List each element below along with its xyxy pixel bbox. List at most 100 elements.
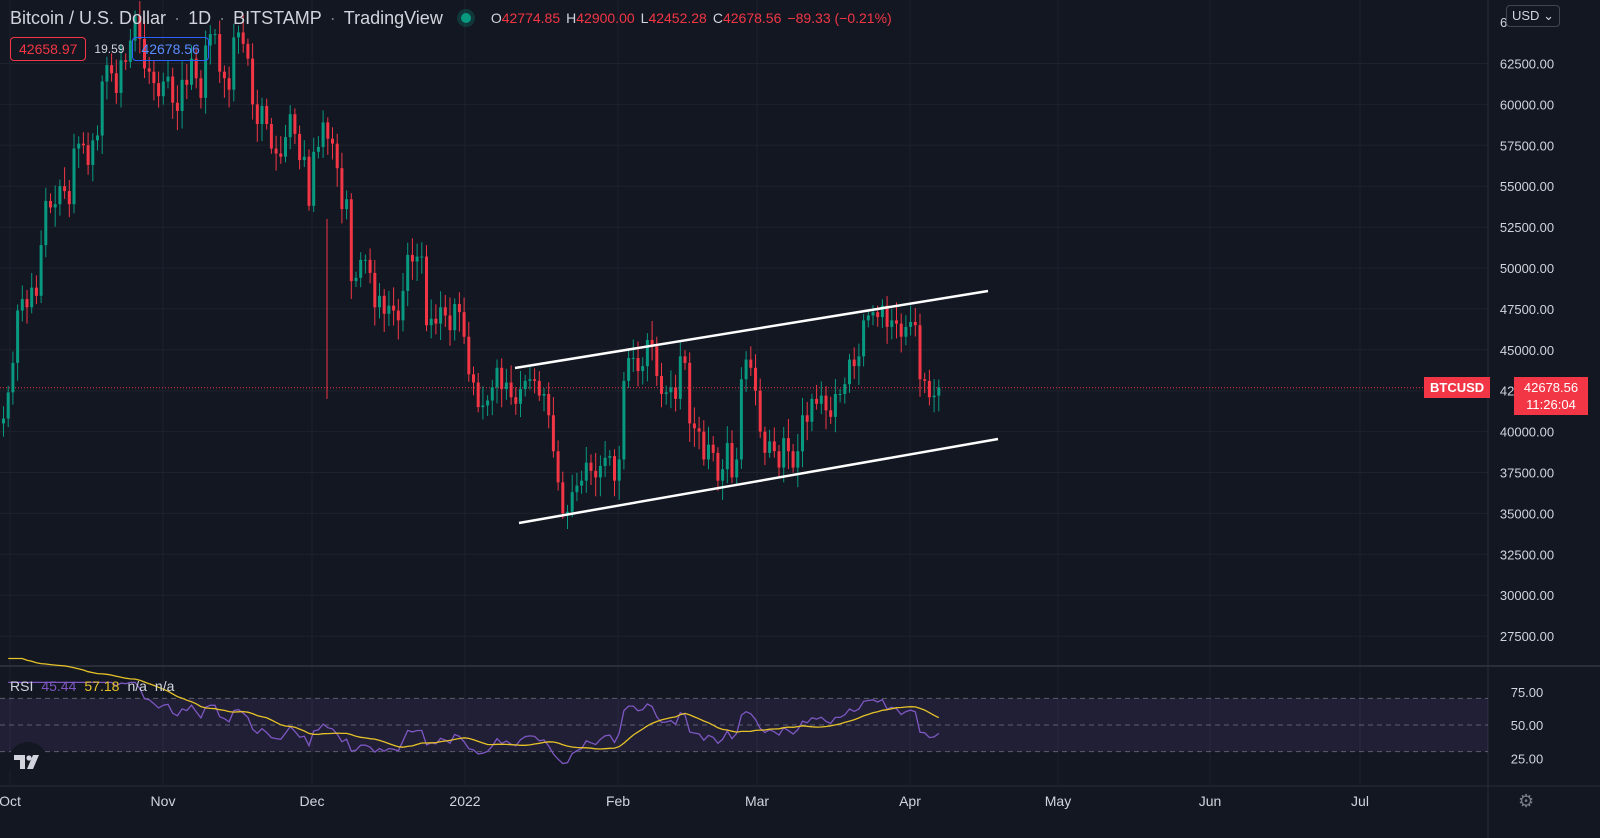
candle bbox=[349, 199, 353, 282]
price-tick-label: 57500.00 bbox=[1500, 138, 1554, 153]
symbol-price-tag: BTCUSD bbox=[1424, 377, 1491, 398]
candle bbox=[556, 451, 560, 483]
trade-buttons: 42658.97 19.59 42678.56 bbox=[10, 37, 209, 61]
bar-countdown: 11:26:04 bbox=[1526, 397, 1576, 412]
currency-selector[interactable]: USD ⌄ bbox=[1506, 5, 1560, 27]
interval-label[interactable]: 1D bbox=[188, 7, 212, 28]
candle bbox=[772, 441, 776, 452]
time-axis-label: Dec bbox=[300, 793, 325, 809]
candle bbox=[890, 320, 894, 327]
exchange-label: BITSTAMP bbox=[233, 7, 322, 28]
price-tick-label: 40000.00 bbox=[1500, 425, 1554, 440]
candle bbox=[631, 357, 635, 359]
candle bbox=[476, 382, 480, 408]
candle bbox=[829, 410, 833, 417]
candle bbox=[128, 40, 132, 62]
time-axis-label: Oct bbox=[0, 793, 21, 809]
candle bbox=[425, 256, 428, 326]
candle bbox=[67, 191, 71, 205]
sell-button[interactable]: 42658.97 bbox=[10, 37, 87, 61]
candle bbox=[805, 415, 809, 422]
price-tick-label: 45000.00 bbox=[1500, 343, 1554, 358]
candle bbox=[166, 76, 170, 82]
candle bbox=[895, 320, 898, 324]
candle bbox=[53, 204, 57, 208]
candle bbox=[636, 357, 640, 372]
candle bbox=[613, 456, 616, 481]
time-axis-label: 2022 bbox=[449, 793, 480, 809]
candle bbox=[843, 384, 847, 394]
price-tick-label: 6 bbox=[1500, 15, 1507, 30]
candle bbox=[462, 312, 466, 337]
candle bbox=[100, 81, 104, 136]
candle bbox=[833, 393, 837, 417]
candle bbox=[551, 415, 555, 452]
candle bbox=[392, 305, 396, 311]
market-open-icon[interactable] bbox=[460, 13, 471, 23]
candle bbox=[175, 102, 179, 111]
price-tick-label: 35000.00 bbox=[1500, 506, 1554, 521]
candle bbox=[500, 367, 504, 390]
source-label: TradingView bbox=[343, 7, 443, 28]
time-axis-label: Jul bbox=[1351, 793, 1369, 809]
spread-value: 19.59 bbox=[94, 42, 125, 56]
candle bbox=[566, 511, 569, 514]
candle bbox=[133, 16, 137, 41]
candle bbox=[490, 387, 494, 401]
last-price-value: 42678.56 bbox=[1523, 380, 1579, 395]
candle bbox=[645, 339, 649, 367]
candle bbox=[777, 451, 781, 468]
candle bbox=[415, 256, 419, 262]
gear-icon[interactable]: ⚙ bbox=[1518, 791, 1535, 811]
candle bbox=[862, 320, 866, 357]
rsi-label: RSI bbox=[10, 678, 34, 694]
candle bbox=[504, 382, 508, 390]
candle bbox=[208, 34, 212, 46]
candle bbox=[124, 60, 128, 62]
time-axis-label: Mar bbox=[745, 793, 769, 809]
candle bbox=[30, 287, 34, 308]
candle bbox=[617, 459, 621, 481]
candle bbox=[39, 245, 43, 296]
candle bbox=[260, 106, 264, 125]
candle bbox=[359, 259, 363, 278]
candle bbox=[25, 299, 29, 308]
candle bbox=[34, 287, 38, 296]
candle bbox=[880, 305, 884, 318]
candle bbox=[754, 367, 757, 391]
tradingview-logo-icon[interactable] bbox=[8, 742, 48, 782]
lower-trendline bbox=[518, 437, 999, 525]
candle bbox=[321, 122, 325, 147]
candle bbox=[335, 143, 339, 169]
price-tick-label: 52500.00 bbox=[1500, 220, 1554, 235]
candle bbox=[255, 104, 259, 125]
price-tick-label: 62500.00 bbox=[1500, 57, 1554, 72]
candle bbox=[72, 148, 76, 205]
candle bbox=[161, 81, 165, 97]
candle bbox=[302, 156, 306, 161]
low-label: L bbox=[640, 10, 649, 26]
rsi-tick-label: 50.00 bbox=[1511, 718, 1544, 733]
candle bbox=[396, 310, 400, 321]
candle bbox=[265, 106, 269, 125]
rsi-legend[interactable]: RSI 45.44 57.18 n/a n/a bbox=[10, 678, 174, 694]
candle bbox=[232, 37, 236, 90]
candle bbox=[913, 321, 917, 326]
candle bbox=[866, 315, 870, 321]
candle bbox=[269, 124, 273, 149]
candle bbox=[91, 140, 95, 165]
symbol-name[interactable]: Bitcoin / U.S. Dollar bbox=[10, 7, 167, 28]
candle bbox=[171, 76, 175, 103]
candle bbox=[575, 485, 579, 493]
candle bbox=[326, 122, 330, 139]
ohlc-values: O42774.85 H42900.00 L42452.28 C42678.56 … bbox=[491, 10, 892, 26]
close-value: 42678.56 bbox=[722, 10, 782, 26]
candle bbox=[749, 359, 753, 368]
candle bbox=[584, 462, 588, 481]
buy-button[interactable]: 42678.56 bbox=[132, 37, 209, 61]
candle bbox=[20, 299, 24, 311]
candle bbox=[725, 443, 729, 470]
candle bbox=[547, 393, 551, 416]
